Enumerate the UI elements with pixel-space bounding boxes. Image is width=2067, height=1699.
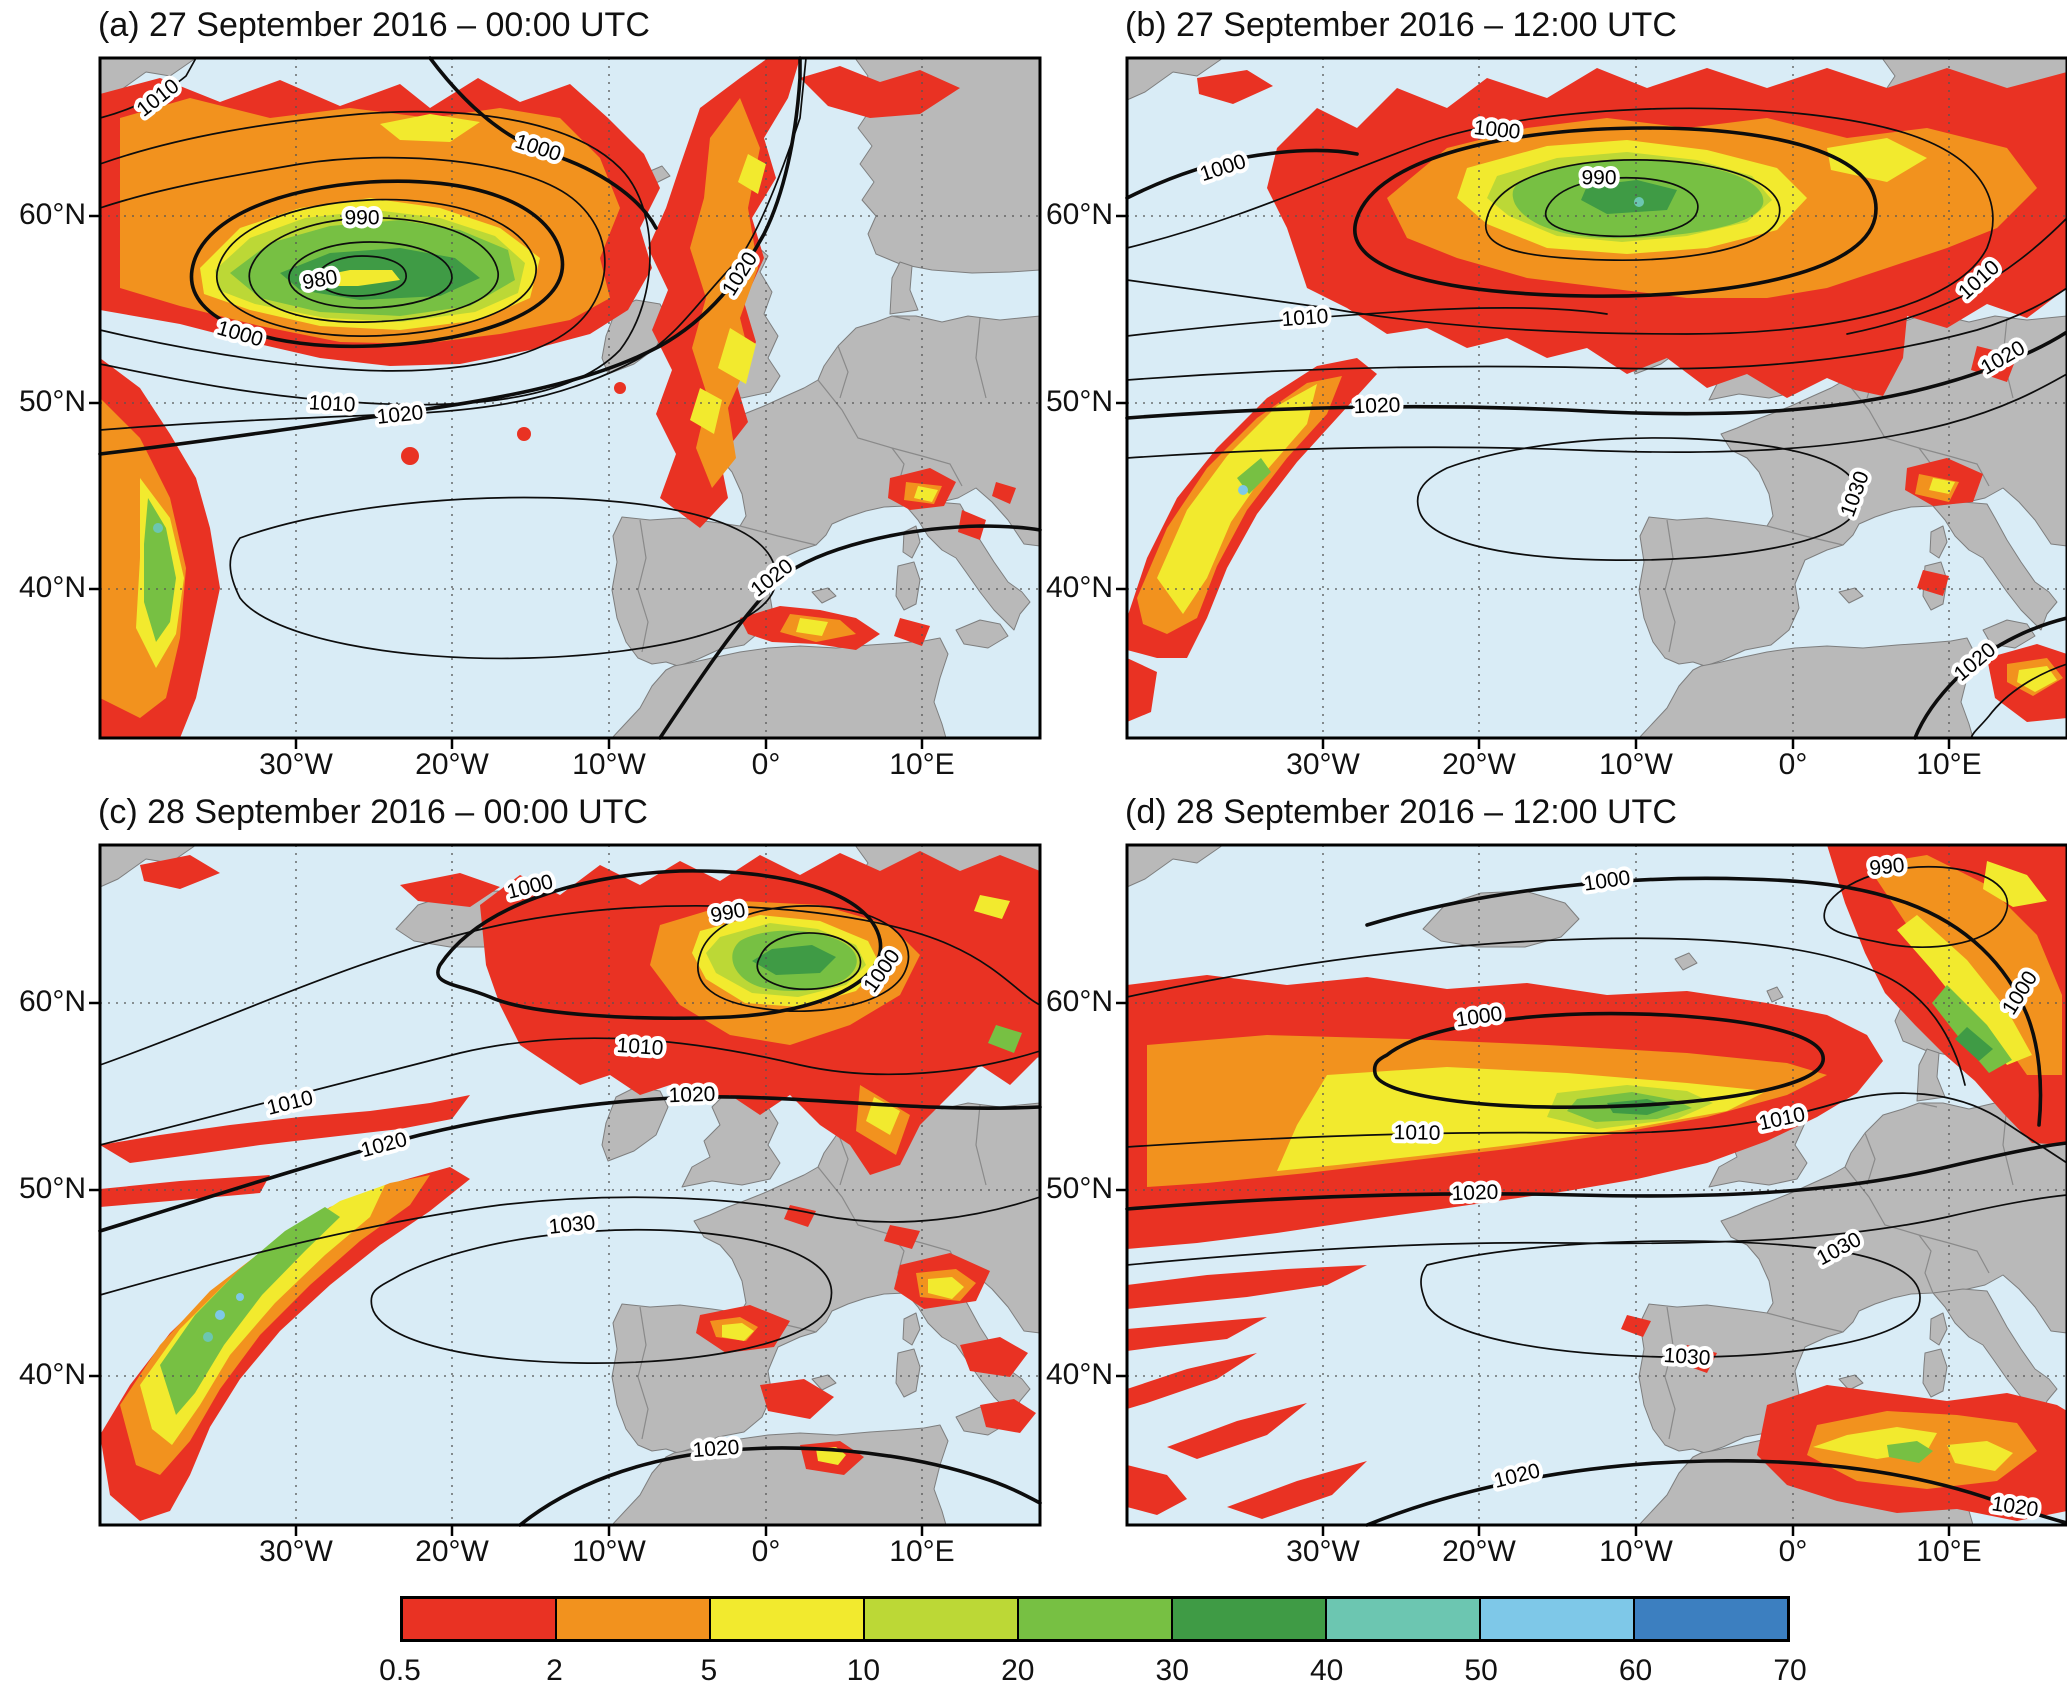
panel-a: (a) 27 September 2016 – 00:00 UTC	[19, 6, 1042, 781]
contour-label: 1000	[1473, 116, 1522, 144]
lon-tick-label: 0°	[751, 1535, 781, 1568]
colorbar-tick-labels: 0.5 2 5 10 20 30 40 50 60 70	[379, 1654, 1807, 1690]
colorbar-segment	[1635, 1599, 1787, 1639]
isobars-bold	[98, 56, 1042, 740]
isobars-bold	[98, 869, 1042, 1527]
colorbar-tick-label: 20	[1001, 1654, 1035, 1687]
contour-label: 1030	[1663, 1344, 1711, 1370]
contour-label: 1010	[616, 1034, 664, 1060]
contour-label: 1020	[1451, 1181, 1498, 1206]
colorbar-tick-label: 40	[1309, 1654, 1344, 1687]
lon-tick-label: 20°W	[1442, 748, 1516, 781]
lat-tick-label: 40°N	[18, 1358, 86, 1391]
colorbar-tick-label: 2	[546, 1654, 563, 1687]
lon-tick-label: 20°W	[415, 1535, 489, 1568]
lat-tick-label: 60°N	[18, 198, 86, 231]
lon-tick-label: 30°W	[259, 1535, 333, 1568]
panel-title: (d) 28 September 2016 – 12:00 UTC	[1125, 793, 1677, 831]
colorbar-tick-label: 60	[1618, 1654, 1653, 1687]
lon-tick-label: 20°W	[415, 748, 489, 781]
contour-label: 990	[1868, 854, 1905, 881]
contour-label: 1020	[668, 1083, 715, 1108]
lon-tick-label: 0°	[1778, 1535, 1808, 1568]
lat-tick-label: 50°N	[18, 385, 86, 418]
contour-label: 1010	[1393, 1121, 1440, 1145]
panel-d: (d) 28 September 2016 – 12:00 UTC 1000 99…	[1046, 793, 2067, 1568]
lon-tick-label: 30°W	[1286, 748, 1360, 781]
colorbar-tick-label: 5	[700, 1654, 718, 1687]
isobars-bold	[1125, 876, 2067, 1527]
panel-title: (b) 27 September 2016 – 12:00 UTC	[1125, 6, 1677, 44]
isobars-thin	[99, 905, 1041, 1364]
colorbar-segment	[1019, 1599, 1173, 1639]
contour-label: 1010	[1281, 305, 1329, 331]
lon-tick-label: 10°E	[1916, 748, 1982, 781]
lon-tick-label: 10°W	[1599, 748, 1673, 781]
lon-tick-label: 10°W	[1599, 1535, 1673, 1568]
colorbar-segment	[1481, 1599, 1635, 1639]
lon-tick-label: 0°	[751, 748, 781, 781]
panel-title: (c) 28 September 2016 – 00:00 UTC	[98, 793, 648, 831]
colorbar-segment	[711, 1599, 865, 1639]
lat-tick-label: 40°N	[18, 571, 86, 604]
isobars-thin	[99, 57, 807, 660]
precipitation-shading	[100, 851, 1040, 1521]
lon-tick-label: 20°W	[1442, 1535, 1516, 1568]
lon-tick-label: 10°E	[1916, 1535, 1982, 1568]
lon-tick-label: 0°	[1778, 748, 1808, 781]
colorbar-tick-label: 70	[1773, 1654, 1807, 1687]
lat-tick-label: 60°N	[18, 985, 86, 1018]
colorbar-segment	[403, 1599, 557, 1639]
lat-tick-label: 50°N	[18, 1172, 86, 1205]
lon-tick-label: 10°W	[572, 748, 646, 781]
contour-label: 1020	[692, 1436, 740, 1462]
lon-tick-label: 30°W	[1286, 1535, 1360, 1568]
colorbar-segment	[557, 1599, 711, 1639]
contour-label: 990	[1581, 167, 1616, 190]
contour-label: 1020	[376, 401, 425, 429]
isobars-thin	[1126, 865, 2067, 1358]
isobars-thin	[1126, 107, 2067, 739]
colorbar-tick-label: 0.5	[379, 1654, 421, 1687]
panel-title: (a) 27 September 2016 – 00:00 UTC	[98, 6, 650, 44]
colorbar	[400, 1596, 1790, 1642]
colorbar-segment	[865, 1599, 1019, 1639]
panel-c: (c) 28 September 2016 – 00:00 UTC	[19, 793, 1042, 1568]
colorbar-tick-label: 10	[846, 1654, 881, 1687]
contour-label: 1030	[548, 1211, 597, 1239]
isobars-bold	[1125, 126, 2067, 740]
colorbar-segment	[1327, 1599, 1481, 1639]
lon-tick-label: 10°W	[572, 1535, 646, 1568]
map-d: 1000 990100010001010101010201030103010201…	[1114, 843, 2067, 1538]
panel-b: (b) 27 September 2016 – 12:00 UTC	[1046, 6, 2067, 781]
contour-label: 990	[344, 207, 379, 230]
colorbar-tick-label: 30	[1155, 1654, 1189, 1687]
contour-label: 1010	[308, 391, 356, 416]
colorbar-tick-label: 50	[1464, 1654, 1498, 1687]
lon-tick-label: 10°E	[889, 1535, 955, 1568]
colorbar-segment	[1173, 1599, 1327, 1639]
lon-tick-label: 10°E	[889, 748, 955, 781]
lon-tick-label: 30°W	[259, 748, 333, 781]
contour-label: 1020	[1353, 394, 1400, 419]
